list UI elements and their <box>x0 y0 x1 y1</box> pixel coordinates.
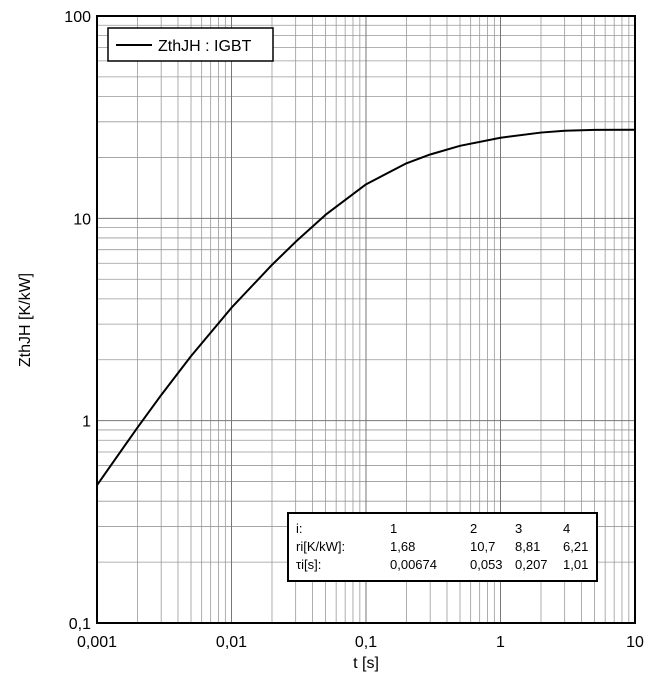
table-cell: 3 <box>515 521 522 536</box>
x-tick-label: 0,1 <box>355 634 377 651</box>
table-cell: ri[K/kW]: <box>296 539 345 554</box>
legend-label: ZthJH : IGBT <box>158 38 252 55</box>
x-tick-label: 0,01 <box>216 634 247 651</box>
table-cell: 8,81 <box>515 539 540 554</box>
x-tick-label: 1 <box>496 634 505 651</box>
y-tick-label: 10 <box>73 211 91 228</box>
table-cell: 1,01 <box>563 557 588 572</box>
table-cell: 2 <box>470 521 477 536</box>
plot-border <box>96 15 636 624</box>
y-tick-label: 0,1 <box>69 616 91 633</box>
table-cell: τi[s]: <box>296 557 321 572</box>
table-cell: 1 <box>390 521 397 536</box>
y-axis-label: ZthJH [K/kW] <box>17 273 34 367</box>
table-cell: 0,00674 <box>390 557 437 572</box>
y-tick-label: 100 <box>64 9 91 26</box>
table-cell: 6,21 <box>563 539 588 554</box>
table-cell: 0,207 <box>515 557 548 572</box>
table-cell: 0,053 <box>470 557 503 572</box>
y-tick-label: 1 <box>82 414 91 431</box>
table-cell: i: <box>296 521 303 536</box>
table-cell: 10,7 <box>470 539 495 554</box>
x-tick-label: 10 <box>626 634 644 651</box>
table-box <box>287 512 598 582</box>
x-axis-label: t [s] <box>353 655 379 672</box>
x-tick-label: 0,001 <box>77 634 117 651</box>
table-cell: 4 <box>563 521 570 536</box>
table-cell: 1,68 <box>390 539 415 554</box>
data-line <box>96 128 636 486</box>
